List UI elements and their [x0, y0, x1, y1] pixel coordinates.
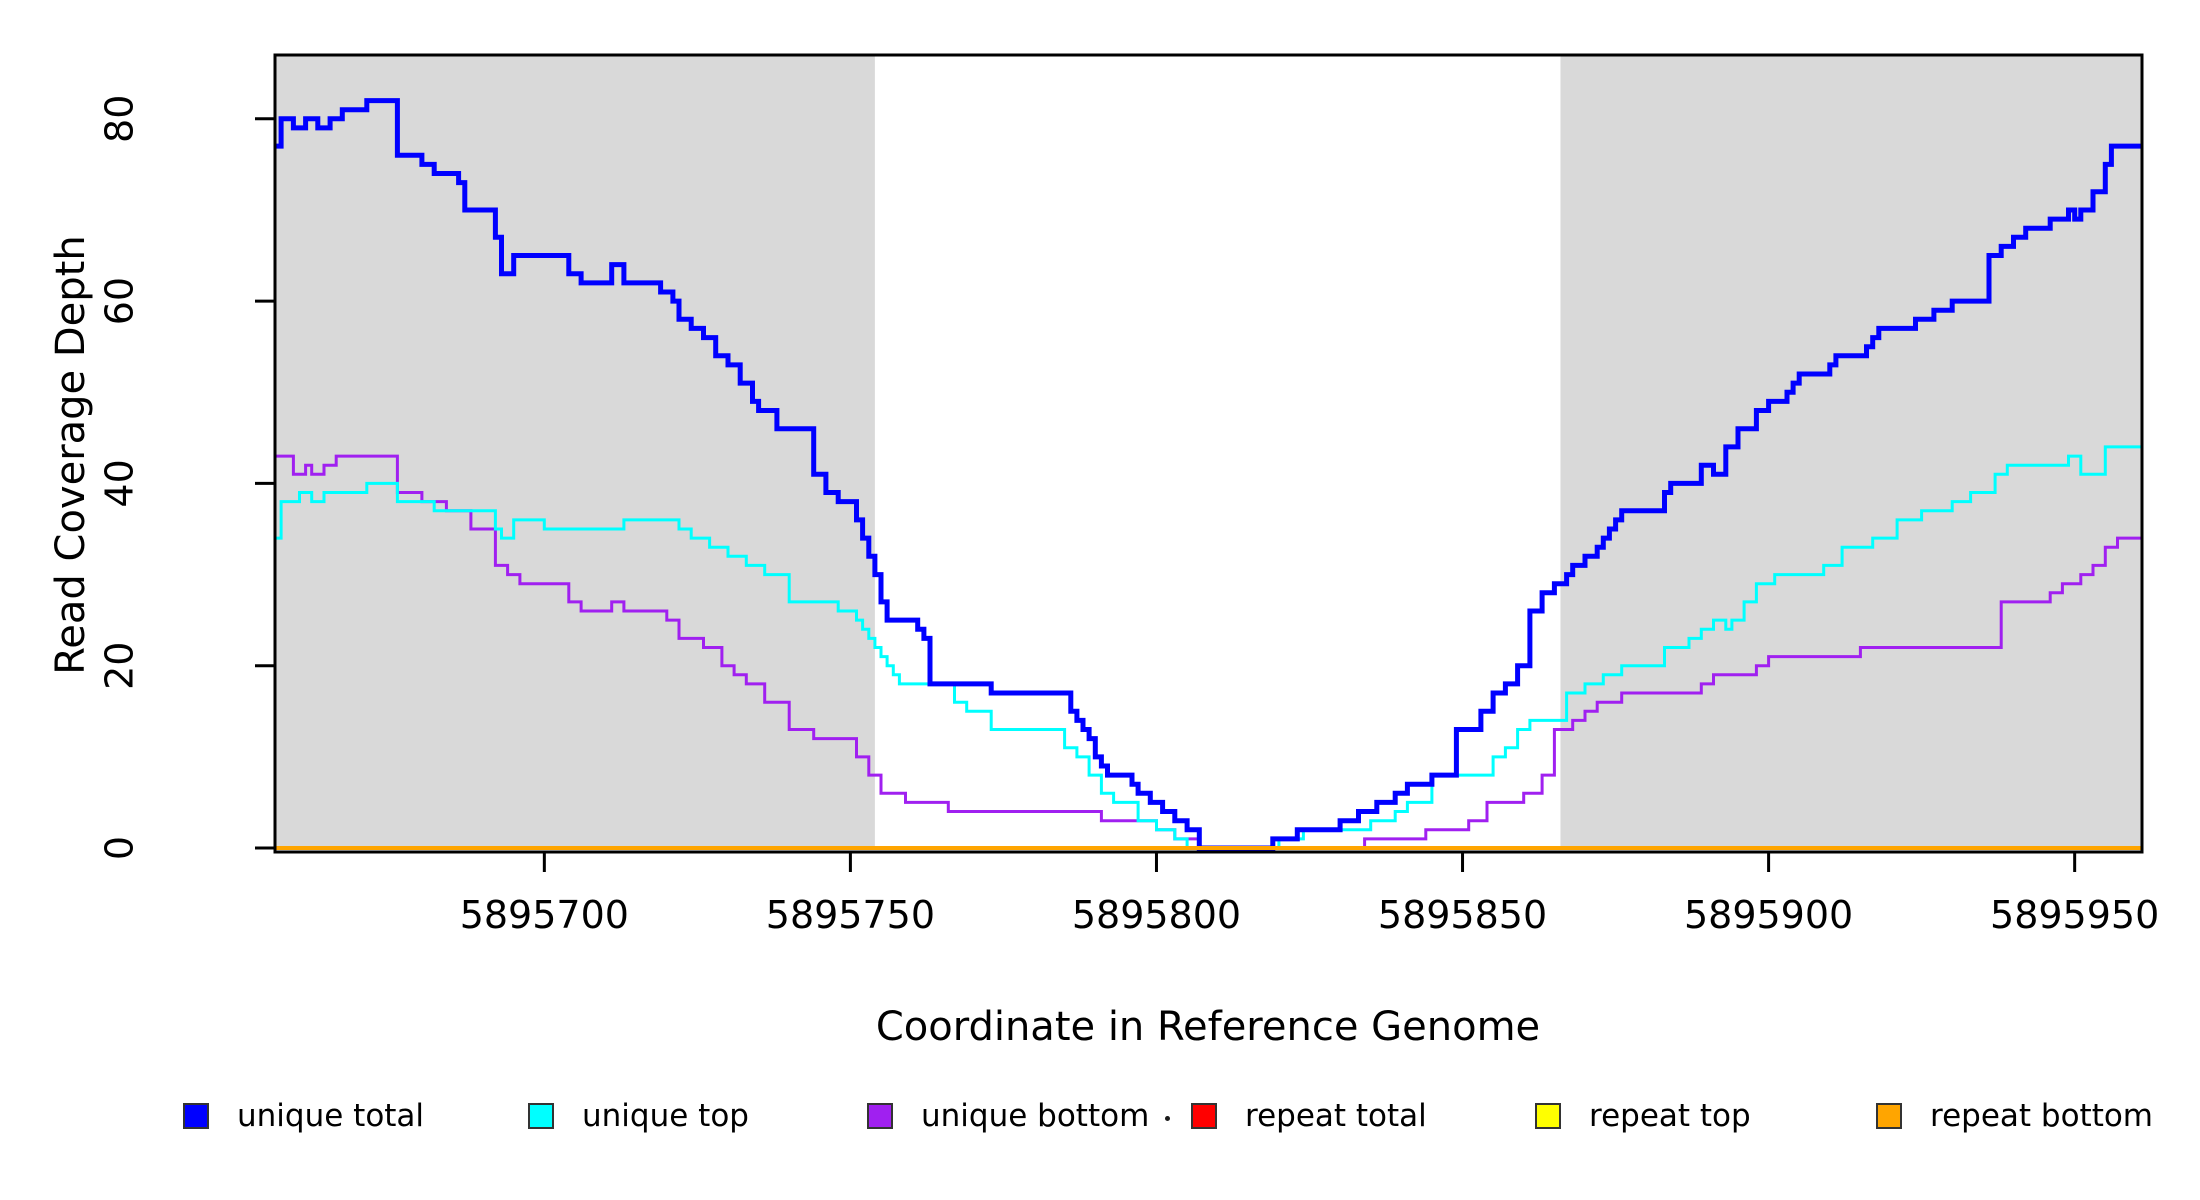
x-tick-label: 5895800 — [1072, 893, 1241, 937]
x-tick-label: 5895700 — [460, 893, 629, 937]
legend-label: unique total — [237, 1098, 425, 1134]
y-tick-label: 20 — [98, 642, 142, 690]
x-tick-label: 5895750 — [766, 893, 935, 937]
x-tick-label: 5895900 — [1684, 893, 1853, 937]
y-tick-label: 60 — [98, 277, 142, 325]
legend-item-unique-top: unique top — [528, 1098, 749, 1134]
legend-swatch-icon — [1535, 1103, 1561, 1129]
legend-swatch-icon — [867, 1103, 893, 1129]
legend-swatch-icon — [183, 1103, 209, 1129]
x-tick-label: 5895850 — [1378, 893, 1547, 937]
stray-dot — [1165, 1116, 1170, 1121]
shaded-region-2 — [1560, 56, 2142, 848]
plot-box — [273, 53, 2144, 854]
legend: unique total unique top unique bottom repea… — [0, 1098, 2200, 1140]
series-line-unique-bottom — [275, 454, 2142, 850]
legend-item-repeat-total: repeat total — [1191, 1098, 1427, 1134]
y-tick-label: 80 — [98, 95, 142, 143]
legend-swatch-icon — [1876, 1103, 1902, 1129]
legend-item-unique-total: unique total — [183, 1098, 425, 1134]
series-line-unique-total — [275, 98, 2142, 851]
coverage-plot: 5895700 5895750 5895800 5895850 5895900 58959… — [98, 53, 2159, 937]
legend-item-repeat-bottom: repeat bottom — [1876, 1098, 2154, 1134]
x-axis-title: Coordinate in Reference Genome — [875, 1004, 1541, 1050]
x-tick-label: 5895950 — [1990, 893, 2159, 937]
legend-swatch-icon — [1191, 1103, 1217, 1129]
legend-label: repeat bottom — [1930, 1098, 2154, 1134]
y-axis-title: Read Coverage Depth — [48, 235, 94, 675]
legend-label: unique bottom — [921, 1098, 1150, 1134]
shaded-region-1 — [275, 56, 875, 848]
legend-label: repeat total — [1245, 1098, 1427, 1134]
legend-swatch-icon — [528, 1103, 554, 1129]
legend-label: unique top — [582, 1098, 749, 1134]
legend-label: repeat top — [1589, 1098, 1751, 1134]
legend-item-unique-bottom: unique bottom — [867, 1098, 1150, 1134]
legend-item-repeat-top: repeat top — [1535, 1098, 1751, 1134]
y-tick-label: 0 — [98, 836, 142, 860]
y-tick-label: 40 — [98, 459, 142, 507]
series-line-unique-top — [275, 445, 2142, 850]
